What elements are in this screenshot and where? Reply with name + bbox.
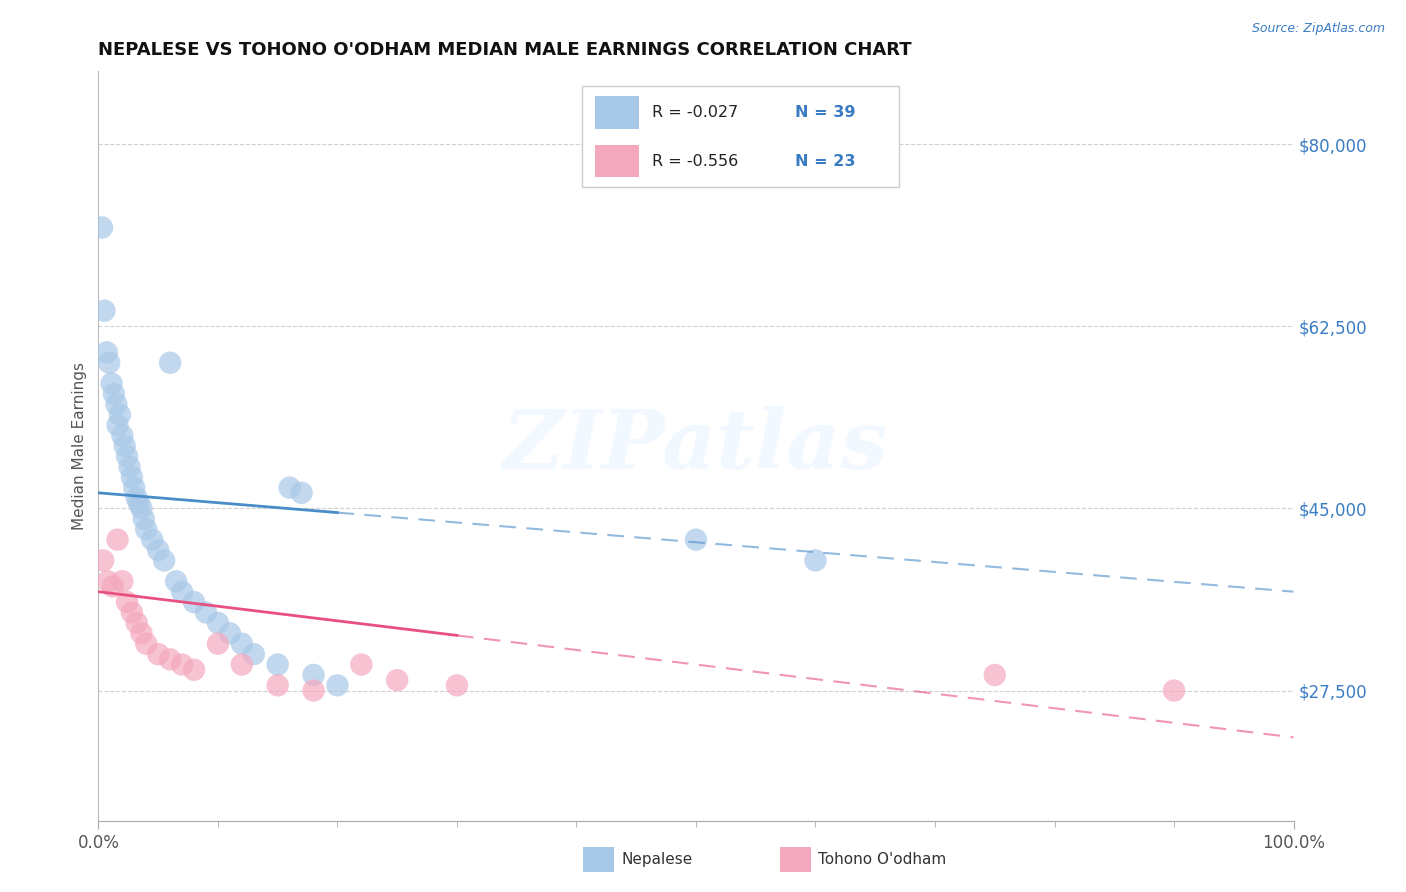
- Point: [115, 595, 138, 609]
- Point: [172, 584, 194, 599]
- Point: [121, 470, 143, 484]
- Point: [103, 387, 125, 401]
- Point: [350, 657, 373, 672]
- Point: [291, 485, 314, 500]
- Point: [105, 397, 128, 411]
- Point: [101, 580, 124, 594]
- Point: [148, 647, 170, 661]
- Point: [685, 533, 707, 547]
- Text: Nepalese: Nepalese: [621, 853, 693, 867]
- Point: [159, 356, 181, 370]
- Point: [111, 574, 134, 589]
- Point: [121, 606, 143, 620]
- Point: [984, 668, 1007, 682]
- Point: [111, 428, 134, 442]
- Point: [385, 673, 409, 688]
- Point: [302, 683, 325, 698]
- Text: ZIPatlas: ZIPatlas: [503, 406, 889, 486]
- Point: [91, 220, 114, 235]
- Point: [804, 553, 827, 567]
- Point: [172, 657, 194, 672]
- Point: [97, 574, 120, 589]
- Point: [278, 481, 301, 495]
- Point: [131, 501, 153, 516]
- Point: [153, 553, 176, 567]
- Point: [91, 553, 114, 567]
- Point: [326, 678, 349, 692]
- Point: [302, 668, 325, 682]
- Point: [124, 481, 146, 495]
- Point: [446, 678, 468, 692]
- Point: [207, 637, 229, 651]
- Point: [96, 345, 118, 359]
- Point: [132, 512, 155, 526]
- Point: [115, 450, 138, 464]
- Point: [267, 678, 290, 692]
- Point: [219, 626, 242, 640]
- Point: [114, 439, 136, 453]
- Point: [165, 574, 187, 589]
- Point: [100, 376, 122, 391]
- Point: [125, 615, 148, 630]
- Point: [125, 491, 148, 505]
- Point: [231, 637, 253, 651]
- Point: [135, 522, 157, 536]
- Point: [183, 595, 205, 609]
- Point: [107, 533, 129, 547]
- Point: [135, 637, 157, 651]
- Point: [231, 657, 253, 672]
- Point: [93, 303, 115, 318]
- Point: [131, 626, 153, 640]
- Point: [108, 408, 131, 422]
- Point: [118, 459, 141, 474]
- Point: [128, 496, 150, 510]
- Point: [195, 606, 218, 620]
- Text: Source: ZipAtlas.com: Source: ZipAtlas.com: [1251, 22, 1385, 36]
- Point: [148, 543, 170, 558]
- Y-axis label: Median Male Earnings: Median Male Earnings: [72, 362, 87, 530]
- Point: [107, 418, 129, 433]
- Point: [141, 533, 163, 547]
- Point: [159, 652, 181, 666]
- Point: [1163, 683, 1185, 698]
- Text: Tohono O'odham: Tohono O'odham: [818, 853, 946, 867]
- Point: [207, 615, 229, 630]
- Point: [98, 356, 121, 370]
- Point: [243, 647, 266, 661]
- Point: [183, 663, 205, 677]
- Text: NEPALESE VS TOHONO O'ODHAM MEDIAN MALE EARNINGS CORRELATION CHART: NEPALESE VS TOHONO O'ODHAM MEDIAN MALE E…: [98, 41, 912, 59]
- Point: [267, 657, 290, 672]
